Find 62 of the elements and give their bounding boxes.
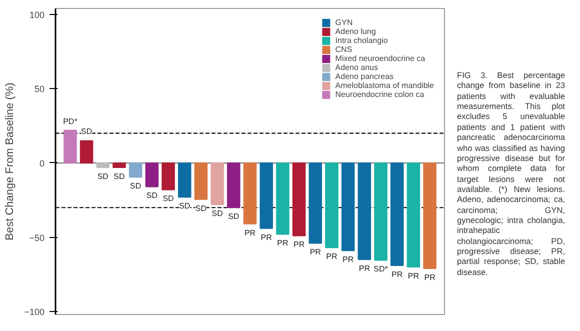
data-label: SD: [81, 127, 92, 136]
legend-label: Adeno lung: [335, 27, 376, 36]
data-label: PR: [408, 271, 420, 280]
bar: [194, 162, 208, 200]
data-label: SD: [212, 209, 224, 218]
y-tick-label: 0: [39, 158, 45, 168]
bar: [128, 162, 142, 178]
data-label: PR: [392, 270, 403, 279]
legend-label: Mixed neuroendocrine ca: [335, 54, 426, 63]
bar: [390, 162, 404, 266]
data-label: PR: [277, 238, 288, 248]
data-label: SD: [162, 194, 174, 204]
data-label: SD: [228, 212, 240, 222]
legend-label: CNS: [335, 45, 354, 54]
bar: [227, 162, 240, 208]
legend-label: Intra cholangio: [335, 36, 388, 45]
bar: [210, 162, 224, 206]
bar: [406, 162, 420, 268]
y-axis-title: Best Change From Baseline (%): [4, 82, 16, 240]
bar: [145, 162, 159, 188]
data-label: PR: [260, 232, 272, 242]
bar: [423, 162, 436, 269]
data-label: PR: [310, 248, 322, 257]
bar: [64, 130, 77, 164]
data-label: SD*: [374, 264, 388, 274]
data-label: SD: [146, 191, 158, 200]
legend-label: Ameloblastoma of mandible: [335, 81, 434, 90]
data-label: PR: [342, 255, 354, 264]
bar: [80, 140, 94, 164]
data-label: PR: [293, 240, 305, 250]
data-label: PR: [358, 264, 370, 273]
legend-label: Neuroendocrine colon ca: [335, 90, 424, 99]
y-tick-label: −50: [29, 232, 45, 243]
bar: [292, 162, 306, 236]
y-tick-label: −100: [24, 307, 45, 318]
data-label: SD: [114, 172, 126, 181]
bar: [243, 162, 257, 224]
bar: [276, 162, 290, 235]
data-label: PR: [326, 252, 338, 262]
text: FIG 3. Best percentage change from baseline in 23 patients with evaluable measurements. This plot excludes 5 unevaluable patients and 1 patient with pancreatic adenocarcinoma who was classified as having progressive disease but for whom complete data for target lesions were not available. (*) New lesions. Adeno, adenocarcinoma; ca, carcinoma; GYN, gynecologic; intra cholangia, intrahepatic cholangiocarcinoma; PD, progressive disease; PR, partial response; SD, stable disease.: [457, 70, 565, 277]
data-label: SD: [179, 202, 190, 211]
bar: [112, 162, 126, 168]
bar: [325, 162, 338, 248]
data-label: SD: [130, 182, 142, 191]
bar: [358, 162, 372, 260]
data-label: PR: [424, 272, 436, 282]
y-tick-label: 100: [29, 10, 45, 20]
bar: [162, 162, 175, 190]
bar: [308, 162, 322, 244]
bar: [96, 162, 110, 168]
bar: [178, 162, 192, 198]
legend-label: GYN: [335, 18, 354, 27]
bar: [374, 162, 388, 261]
legend-label: Adeno pancreas: [335, 72, 394, 81]
legend-label: Adeno anus: [335, 63, 378, 72]
bar: [260, 162, 273, 229]
y-tick-label: 50: [34, 84, 45, 94]
data-label: PD*: [63, 116, 78, 126]
data-label: SD: [195, 204, 207, 213]
data-label: PR: [244, 228, 256, 238]
bar: [341, 162, 355, 252]
data-label: SD: [97, 172, 109, 181]
